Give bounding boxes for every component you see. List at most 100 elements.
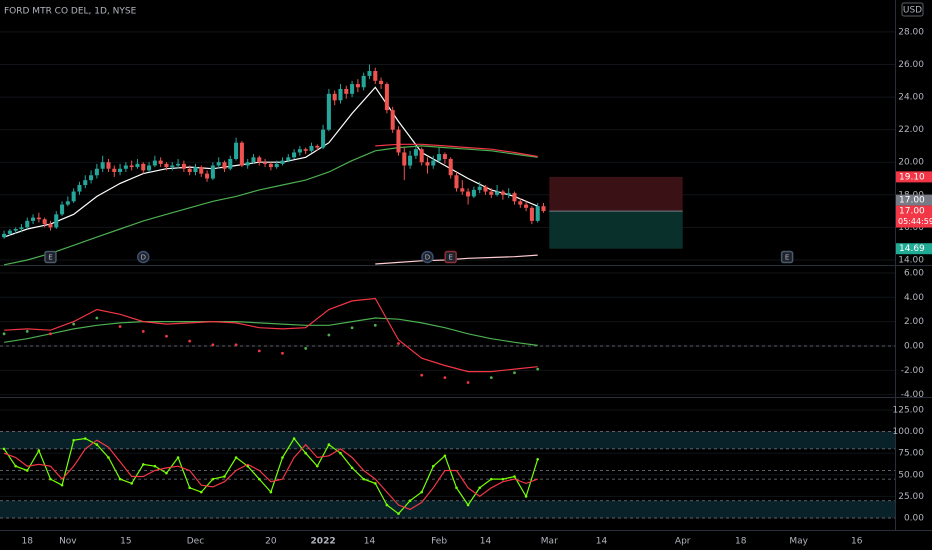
line-marker — [72, 438, 75, 442]
candle-body — [361, 75, 366, 88]
indicator-dot — [373, 323, 377, 327]
candle-body — [321, 129, 326, 148]
event-marker[interactable] — [137, 250, 150, 264]
candle-body — [94, 168, 99, 176]
line-marker — [49, 477, 52, 481]
candle-body — [251, 157, 256, 163]
candle-body — [529, 207, 534, 221]
candle-body — [135, 163, 140, 168]
candle-body — [524, 204, 529, 208]
candle-body — [19, 227, 24, 230]
x-tick-label: 16 — [851, 537, 863, 547]
candle-body — [442, 154, 447, 159]
line-marker — [234, 456, 238, 459]
line-marker — [397, 512, 400, 515]
candle-body — [205, 173, 210, 179]
candle-body — [512, 193, 517, 202]
event-marker[interactable] — [444, 250, 457, 264]
candle-body — [187, 168, 192, 172]
line-marker — [315, 464, 319, 468]
candle-body — [181, 163, 186, 169]
indicator-line — [4, 297, 538, 373]
line-marker — [153, 464, 157, 468]
line-marker — [269, 490, 273, 494]
currency[interactable]: USD — [903, 6, 922, 16]
event-label: D — [141, 254, 146, 262]
candle-body — [7, 230, 12, 234]
candle-body — [216, 162, 221, 166]
line-marker — [408, 499, 412, 503]
candle-body — [483, 186, 488, 192]
y-tick-label: 16.00 — [898, 223, 924, 233]
candle-body — [332, 93, 337, 101]
candle-body — [495, 191, 500, 195]
y-tick-label: 75.00 — [898, 449, 924, 459]
candle-body — [286, 157, 291, 161]
line-marker — [37, 449, 41, 452]
x-tick-label: Dec — [187, 537, 204, 547]
event-label: D — [425, 254, 430, 262]
indicator-dot — [489, 376, 493, 380]
candle-body — [239, 142, 244, 166]
candle-body — [326, 93, 331, 130]
y-tick-label: 6.00 — [904, 268, 924, 278]
price-label-box — [896, 194, 932, 206]
y-tick-label: 25.00 — [898, 492, 924, 502]
line-marker — [60, 483, 64, 487]
candle-body — [2, 233, 7, 238]
candle-body — [263, 162, 268, 164]
candle-body — [408, 155, 413, 166]
indicator-dot — [211, 343, 215, 347]
price-label: 17.00 — [899, 196, 925, 206]
line-marker — [489, 477, 493, 481]
y-tick-label: 125.00 — [893, 406, 925, 416]
candle-body — [176, 163, 181, 166]
candle-body — [466, 191, 471, 197]
candle-body — [309, 145, 314, 151]
indicator-dot — [165, 334, 168, 338]
indicator-dot — [443, 376, 447, 380]
candle-body — [31, 217, 36, 221]
indicator-dot — [72, 322, 76, 326]
event-marker[interactable] — [44, 250, 57, 264]
candle-body — [118, 168, 123, 172]
candle-body — [170, 165, 175, 168]
candle-body — [36, 217, 41, 220]
y-tick-label: 26.00 — [898, 60, 924, 70]
y-tick-label: 50.00 — [898, 470, 924, 480]
line-marker — [165, 471, 168, 475]
indicator-dot — [513, 371, 516, 375]
x-tick-label: Mar — [541, 537, 558, 547]
event-label: E — [48, 254, 52, 262]
candle-body — [367, 71, 372, 76]
y-tick-label: 28.00 — [898, 27, 924, 37]
indicator-dot — [536, 367, 540, 371]
candle-body — [379, 80, 384, 85]
countdown: 05:44:59 — [898, 217, 932, 226]
indicator-dot — [350, 326, 354, 330]
candle-body — [315, 145, 320, 148]
candle-body — [437, 154, 442, 161]
candle-body — [257, 157, 262, 163]
symbol-title: FORD MTR CO DEL, 1D, NYSE — [4, 7, 137, 17]
candle-body — [541, 206, 546, 212]
event-marker[interactable] — [780, 250, 794, 264]
x-tick-label: Nov — [59, 537, 77, 547]
indicator-dot — [420, 373, 424, 377]
candle-body — [222, 162, 227, 169]
candle-body — [460, 188, 465, 192]
candle-body — [402, 152, 407, 166]
y-tick-label: -2.00 — [901, 366, 925, 376]
y-tick-label: -4.00 — [901, 390, 925, 400]
candle-body — [158, 160, 163, 164]
line-marker — [118, 477, 122, 481]
x-tick-label: 14 — [480, 537, 492, 547]
candle-body — [535, 206, 540, 221]
line-marker — [25, 469, 29, 472]
x-tick-label: Apr — [675, 537, 691, 547]
x-tick-label: May — [789, 537, 808, 547]
candle-body — [280, 160, 285, 164]
currency-box[interactable] — [901, 2, 924, 17]
event-marker[interactable] — [421, 250, 434, 264]
